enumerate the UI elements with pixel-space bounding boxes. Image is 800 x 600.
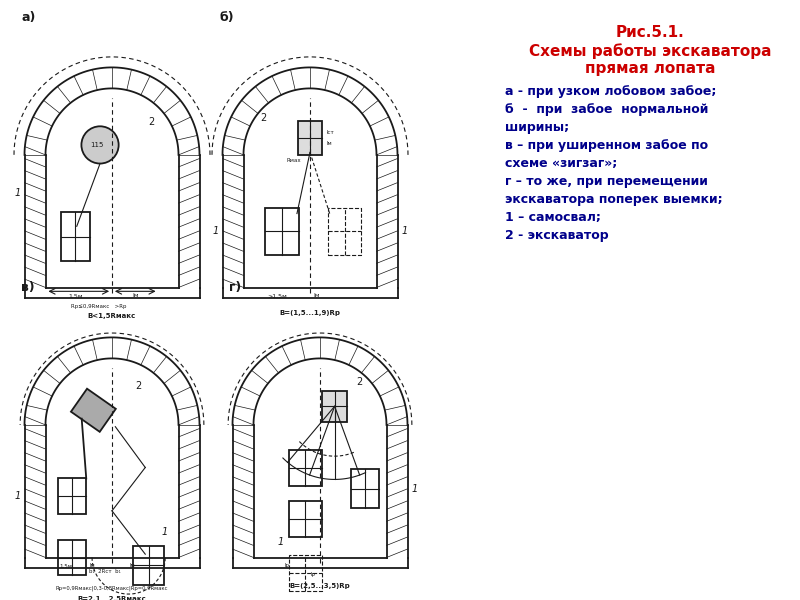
Text: lм: lм [132,293,138,298]
Text: lст: lст [326,130,334,135]
Text: б): б) [219,11,234,25]
Text: схеме «зигзаг»;: схеме «зигзаг»; [505,157,618,170]
Bar [289,451,322,486]
Text: 1: 1 [411,484,418,494]
Text: 2: 2 [261,113,266,124]
Text: Rр≤0,9Rмакс   >Rр: Rр≤0,9Rмакс >Rр [71,304,126,309]
Text: 1: 1 [14,188,21,198]
Text: 1: 1 [162,527,168,537]
Text: 1: 1 [212,226,218,236]
Text: lм: lм [90,563,95,568]
Text: а - при узком лобовом забое;: а - при узком лобовом забое; [505,85,716,98]
Text: 1: 1 [402,226,408,236]
Text: ширины;: ширины; [505,121,569,134]
Bar [266,208,299,254]
Text: а): а) [22,11,36,25]
Text: lр: lр [284,563,290,568]
Text: г – то же, при перемещении: г – то же, при перемещении [505,175,708,188]
Text: в – при уширенном забое по: в – при уширенном забое по [505,139,708,152]
Text: 1: 1 [14,491,21,502]
Text: 1,5м: 1,5м [68,293,82,298]
Text: 2 - экскаватор: 2 - экскаватор [505,229,609,242]
Text: 2: 2 [135,382,142,391]
Text: прямая лопата: прямая лопата [585,61,715,76]
Text: в): в) [22,281,35,295]
Text: б  -  при  забое  нормальной: б - при забое нормальной [505,103,708,116]
Text: Rмах: Rмах [286,158,301,163]
Bar [298,121,322,155]
Text: г): г) [230,281,242,295]
Bar [58,539,86,575]
Bar [58,478,86,514]
Text: 115: 115 [90,142,104,148]
Circle shape [82,127,118,164]
Text: 2: 2 [357,377,363,386]
Bar [289,555,322,590]
Bar [322,391,347,422]
Text: Rр=0,9Rмакс|0,3-0,8Rмакс|Rр=0,9Rмакс: Rр=0,9Rмакс|0,3-0,8Rмакс|Rр=0,9Rмакс [56,586,168,591]
Text: lм: lм [326,142,332,146]
Bar [133,545,165,585]
Bar [328,208,362,254]
Text: Рис.5.1.: Рис.5.1. [616,25,684,40]
Text: B=2,1...2,5Rмакс: B=2,1...2,5Rмакс [78,596,146,600]
Text: lр: lр [311,572,316,577]
Text: B=(1,5...1,9)Rр: B=(1,5...1,9)Rр [279,310,341,316]
Text: lм: lм [129,563,134,568]
Text: Схемы работы экскаватора: Схемы работы экскаватора [529,43,771,59]
Text: B<1,5Rмакс: B<1,5Rмакс [88,313,136,319]
Text: 1: 1 [277,537,283,547]
Bar [289,502,322,537]
Text: lм: lм [314,293,320,298]
Bar [351,469,379,508]
Bar [71,389,116,432]
Text: b₁  2Rст  b₁: b₁ 2Rст b₁ [90,569,122,574]
Text: >1,5м: >1,5м [267,293,286,298]
Bar [61,212,90,262]
Text: 2: 2 [149,116,155,127]
Text: экскаватора поперек выемки;: экскаватора поперек выемки; [505,193,722,206]
Text: 1 – самосвал;: 1 – самосвал; [505,211,601,224]
Text: 1,5м: 1,5м [59,563,72,568]
Text: B=(2,5...3,5)Rр: B=(2,5...3,5)Rр [290,583,350,589]
